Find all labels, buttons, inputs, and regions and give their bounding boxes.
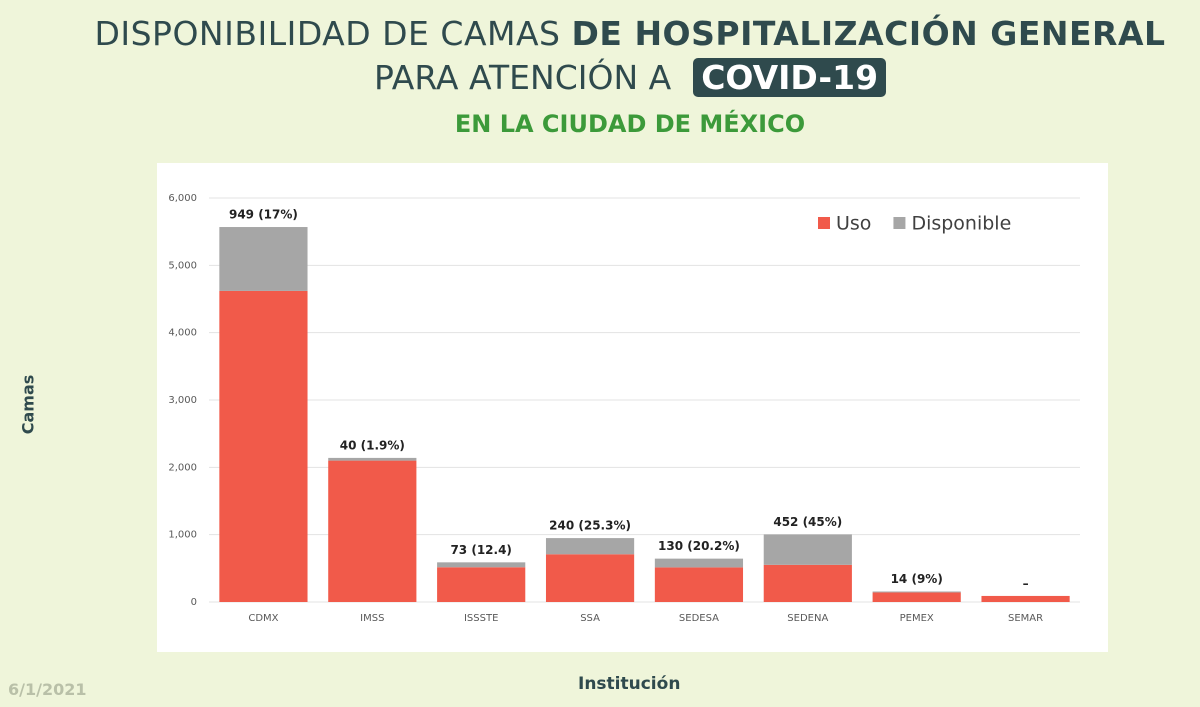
date: 6/1/2021 (8, 680, 87, 699)
legend-label: Disponible (911, 213, 1011, 235)
bar-segment (219, 227, 308, 291)
title-badge: COVID-19 (693, 58, 887, 97)
data-label: 40 (1.9%) (340, 438, 405, 452)
data-label: 240 (25.3%) (549, 519, 631, 533)
bar-segment (328, 457, 417, 461)
title-bold: DE HOSPITALIZACIÓN GENERAL (571, 14, 1166, 53)
data-label: 452 (45%) (773, 515, 842, 529)
bar-segment (545, 554, 635, 602)
x-tick-label: CDMX (248, 613, 278, 624)
y-tick-label: 5,000 (168, 260, 197, 271)
bar-segment (437, 567, 526, 602)
y-tick-label: 6,000 (168, 193, 197, 204)
y-tick-label: 2,000 (168, 462, 197, 473)
legend-swatch (893, 217, 906, 229)
legend-label: Uso (836, 213, 871, 235)
data-label: – (1023, 576, 1029, 590)
bar-segment (219, 290, 308, 602)
x-axis-label: Institución (578, 674, 681, 694)
bar-segment (545, 538, 635, 555)
x-tick-label: ISSSTE (464, 613, 498, 624)
x-tick-label: PEMEX (900, 613, 934, 624)
bar-segment (654, 567, 744, 602)
bar-segment (872, 592, 961, 602)
bar-segment (981, 595, 1070, 602)
bar-segment (763, 564, 852, 602)
bar-segment (437, 562, 526, 568)
bar-segment (654, 558, 744, 568)
x-tick-label: SEDENA (787, 613, 828, 624)
y-tick-label: 1,000 (168, 530, 197, 541)
bar-segment (763, 534, 852, 565)
data-label: 14 (9%) (891, 572, 943, 586)
subtitle: EN LA CIUDAD DE MÉXICO (454, 110, 806, 138)
data-label: 73 (12.4) (450, 543, 511, 557)
title-line2: PARA ATENCIÓN A (373, 58, 672, 97)
x-tick-label: SSA (580, 613, 600, 624)
y-tick-label: 0 (191, 597, 197, 608)
title-line-2: PARA ATENCIÓN A COVID-19 (0, 58, 1200, 97)
bar-segment (328, 460, 417, 602)
bar-segment (872, 591, 961, 593)
data-label: 949 (17%) (229, 208, 298, 222)
title-regular: DISPONIBILIDAD DE CAMAS (94, 14, 561, 53)
data-label: 130 (20.2%) (658, 539, 740, 553)
x-tick-label: SEDESA (679, 613, 719, 624)
y-tick-label: 3,000 (168, 395, 197, 406)
title-line-1: DISPONIBILIDAD DE CAMAS DE HOSPITALIZACI… (0, 14, 1200, 53)
legend-swatch (818, 217, 830, 229)
x-tick-label: IMSS (360, 613, 384, 624)
y-tick-label: 4,000 (168, 328, 197, 339)
x-tick-label: SEMAR (1008, 613, 1043, 624)
